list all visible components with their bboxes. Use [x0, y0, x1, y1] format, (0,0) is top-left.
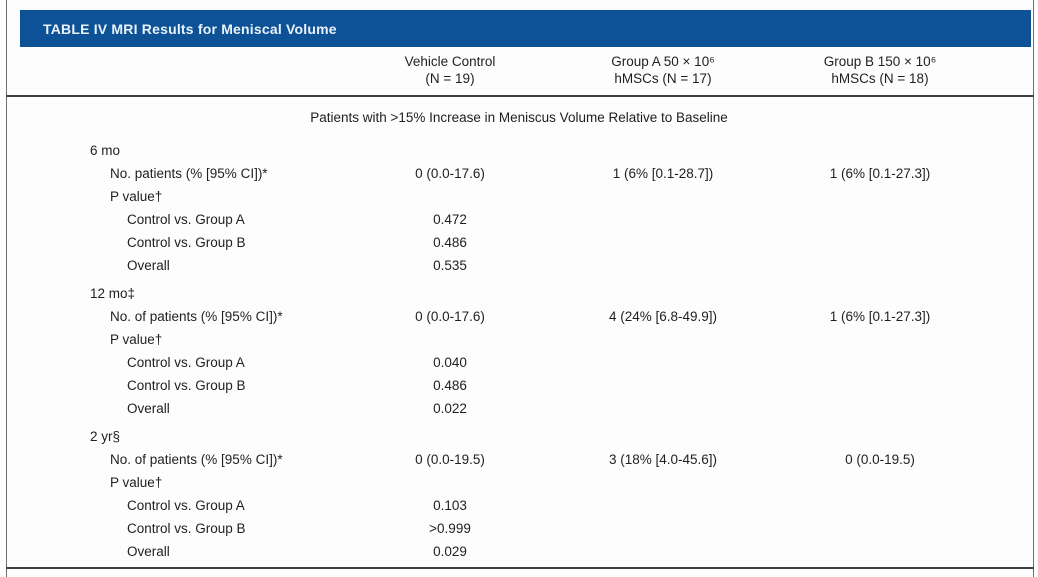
- table-row: Control vs. Group B 0.486: [0, 231, 1038, 254]
- cell-value: 0.472: [433, 212, 467, 227]
- cell-value: 0.022: [433, 401, 467, 416]
- cell-value: 0 (0.0-19.5): [845, 452, 915, 467]
- row-label: Overall: [127, 401, 170, 416]
- row-label: Control vs. Group A: [127, 498, 245, 513]
- table-row: Control vs. Group B >0.999: [0, 517, 1038, 540]
- table-row: 6 mo: [0, 139, 1038, 162]
- column-header-vehicle-control: Vehicle Control (N = 19): [405, 54, 496, 87]
- table-row: P value†: [0, 471, 1038, 494]
- column-header-line2: hMSCs (N = 17): [614, 70, 712, 86]
- row-label: P value†: [110, 189, 163, 204]
- cell-value: 0.040: [433, 355, 467, 370]
- table-row: Control vs. Group A 0.103: [0, 494, 1038, 517]
- column-header-group-a: Group A 50 × 10⁶ hMSCs (N = 17): [611, 54, 715, 87]
- section-header: Patients with >15% Increase in Meniscus …: [310, 110, 728, 125]
- column-header-line2: (N = 19): [425, 70, 475, 86]
- table-row: P value†: [0, 328, 1038, 351]
- table-row: Control vs. Group A 0.040: [0, 351, 1038, 374]
- row-label: No. patients (% [95% CI])*: [110, 166, 268, 181]
- table-bottom-rule: [6, 567, 1034, 569]
- row-label: 2 yr§: [90, 429, 121, 444]
- header-divider-rule: [6, 95, 1034, 97]
- cell-value: 1 (6% [0.1-27.3]): [829, 309, 931, 324]
- cell-value: 4 (24% [6.8-49.9]): [608, 309, 718, 324]
- table-row: 2 yr§: [0, 425, 1038, 448]
- row-label: Control vs. Group B: [127, 378, 246, 393]
- table-row: Control vs. Group B 0.486: [0, 374, 1038, 397]
- table-row: No. of patients (% [95% CI])* 0 (0.0-17.6…: [0, 305, 1038, 328]
- table-row: No. patients (% [95% CI])* 0 (0.0-17.6) 1 …: [0, 162, 1038, 185]
- column-header-line1: Vehicle Control: [404, 54, 496, 69]
- cell-value: 0 (0.0-17.6): [415, 166, 485, 181]
- row-label: Control vs. Group A: [127, 212, 245, 227]
- row-label: Overall: [127, 544, 170, 559]
- column-header-line1: Group A 50 × 10⁶: [611, 54, 715, 69]
- row-label: Control vs. Group B: [127, 521, 246, 536]
- row-label: P value†: [110, 332, 163, 347]
- cell-value: 0.535: [433, 258, 467, 273]
- cell-value: >0.999: [429, 521, 471, 536]
- table-row: Overall 0.029: [0, 540, 1038, 563]
- table-frame-left-border: [6, 0, 7, 577]
- cell-value: 1 (6% [0.1-27.3]): [829, 166, 931, 181]
- cell-value: 0 (0.0-19.5): [415, 452, 485, 467]
- cell-value: 0.486: [433, 235, 467, 250]
- table-row: Overall 0.022: [0, 397, 1038, 420]
- table-title: TABLE IV MRI Results for Meniscal Volume: [43, 20, 337, 37]
- column-header-line2: hMSCs (N = 18): [831, 70, 929, 86]
- table-frame-right-border: [1033, 0, 1034, 577]
- cell-value: 0.103: [433, 498, 467, 513]
- cell-value: 1 (6% [0.1-28.7]): [612, 166, 714, 181]
- row-label: Overall: [127, 258, 170, 273]
- row-label: Control vs. Group B: [127, 235, 246, 250]
- table-row: P value†: [0, 185, 1038, 208]
- table-row: 12 mo‡: [0, 282, 1038, 305]
- table-row: No. of patients (% [95% CI])* 0 (0.0-19.5…: [0, 448, 1038, 471]
- row-label: No. of patients (% [95% CI])*: [110, 309, 283, 324]
- cell-value: 0.486: [433, 378, 467, 393]
- row-label: No. of patients (% [95% CI])*: [110, 452, 283, 467]
- column-header-line1: Group B 150 × 10⁶: [823, 54, 937, 69]
- column-header-group-b: Group B 150 × 10⁶ hMSCs (N = 18): [824, 54, 937, 87]
- table-row: Control vs. Group A 0.472: [0, 208, 1038, 231]
- table-title-banner: TABLE IV MRI Results for Meniscal Volume: [20, 10, 1031, 47]
- row-label: P value†: [110, 475, 163, 490]
- table-row: Overall 0.535: [0, 254, 1038, 277]
- row-label: 12 mo‡: [90, 286, 136, 301]
- row-label: Control vs. Group A: [127, 355, 245, 370]
- row-label: 6 mo: [90, 143, 121, 158]
- cell-value: 0.029: [433, 544, 467, 559]
- cell-value: 3 (18% [4.0-45.6]): [608, 452, 718, 467]
- table-body: 6 mo No. patients (% [95% CI])* 0 (0.0-17.…: [0, 134, 1038, 563]
- cell-value: 0 (0.0-17.6): [415, 309, 485, 324]
